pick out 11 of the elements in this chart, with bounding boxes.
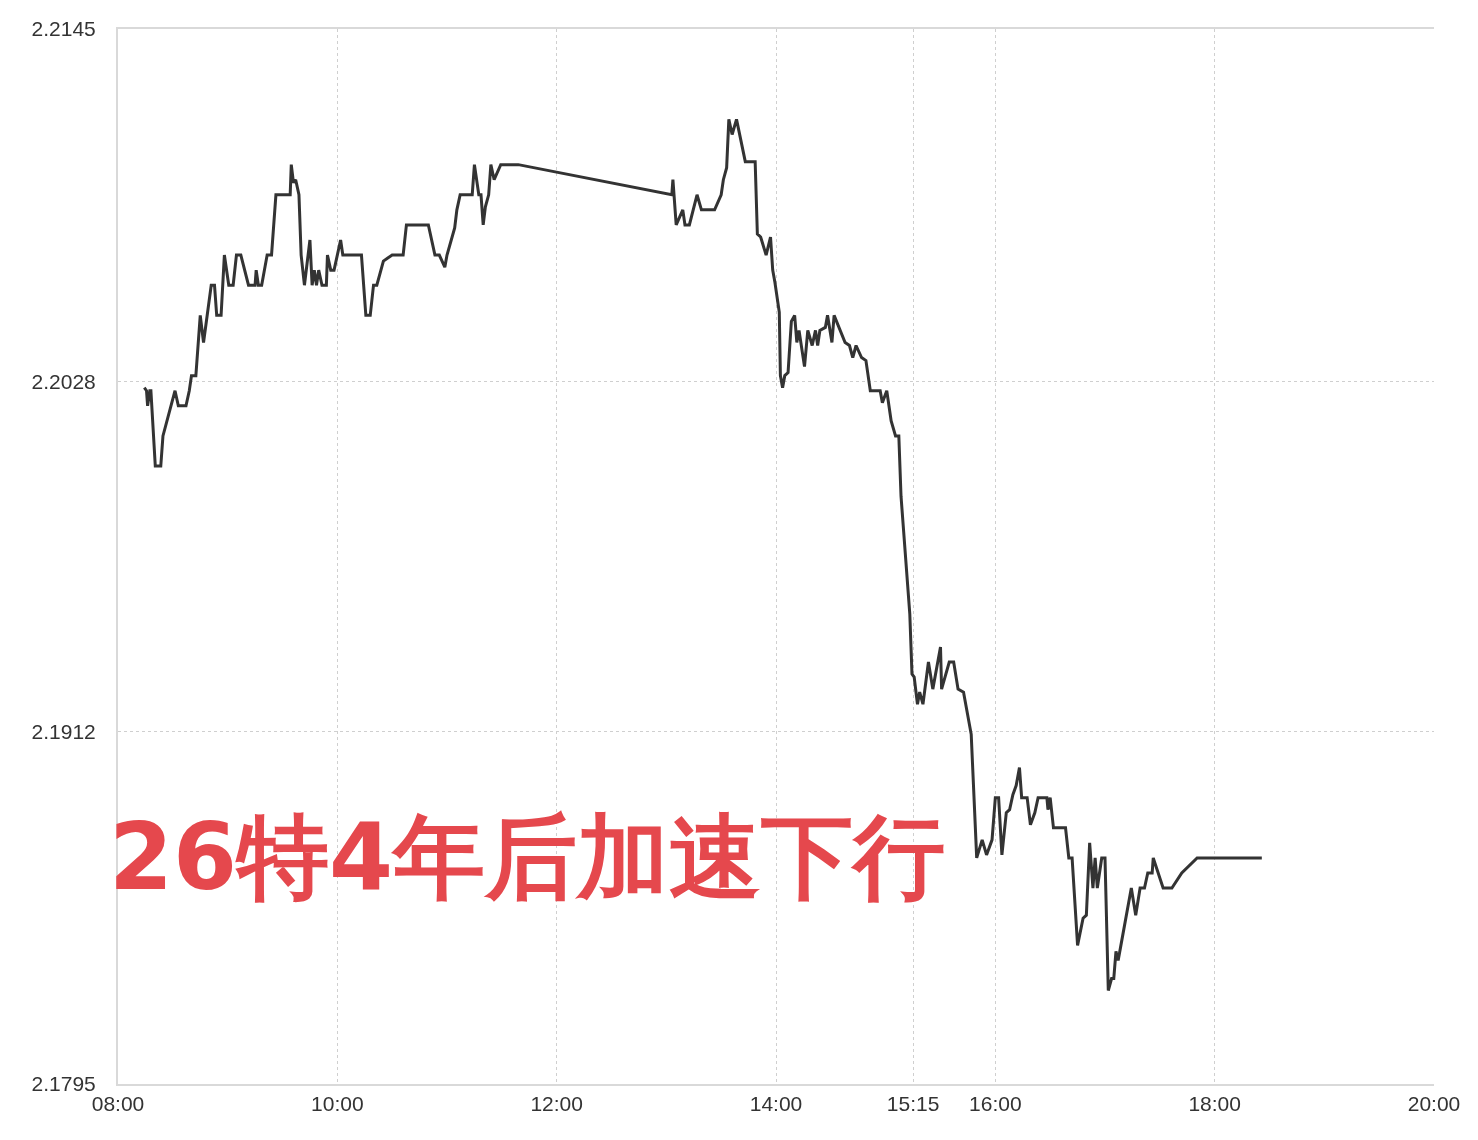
annotation: 26特4年后加速下行 bbox=[109, 804, 946, 911]
x-tick-label: 10:00 bbox=[311, 1092, 364, 1116]
x-tick-label: 12:00 bbox=[530, 1092, 583, 1116]
x-tick-label: 14:00 bbox=[749, 1092, 803, 1116]
x-tick-label: 15:15 bbox=[886, 1092, 940, 1116]
y-tick-label: 2.1912 bbox=[31, 719, 96, 743]
y-tick-label: 2.2028 bbox=[31, 370, 96, 394]
x-tick-label: 18:00 bbox=[1188, 1092, 1241, 1116]
x-tick-label: 20:00 bbox=[1407, 1092, 1461, 1116]
x-tick-label: 16:00 bbox=[969, 1092, 1022, 1116]
y-tick-label: 2.2145 bbox=[31, 17, 96, 41]
